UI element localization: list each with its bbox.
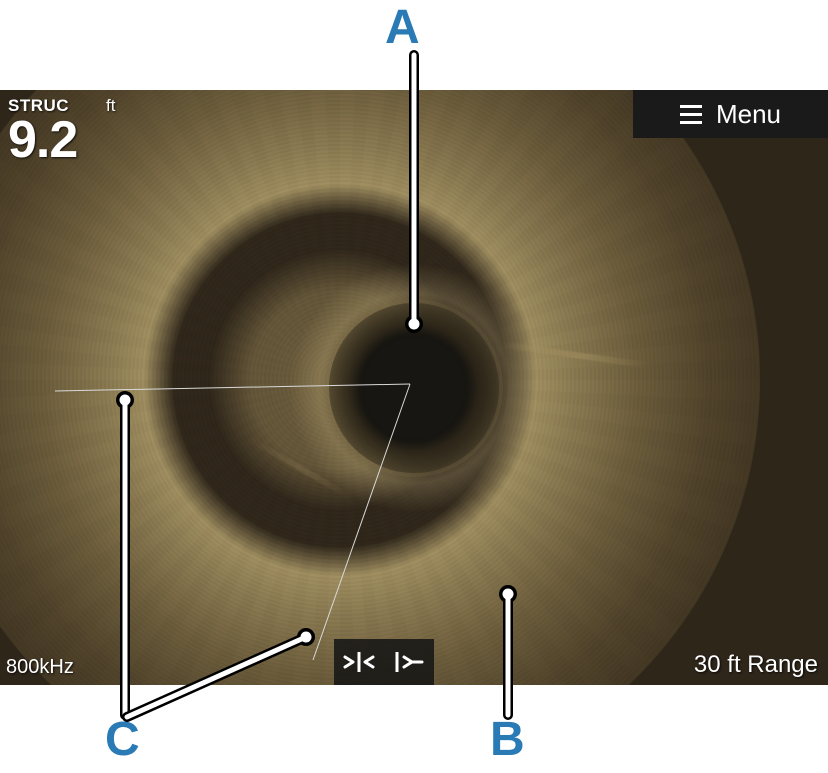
- menu-label: Menu: [716, 99, 781, 130]
- annotation-letter-c: C: [105, 716, 140, 764]
- depth-value: 9.2: [8, 110, 77, 170]
- frequency-label: 800kHz: [6, 656, 74, 679]
- sonar-water-column: [329, 303, 499, 473]
- annotation-letter-a: A: [385, 4, 420, 52]
- figure-stage: STRUC ft 9.2 30 ft Range 800kHz Menu: [0, 0, 828, 773]
- hamburger-icon: [680, 105, 702, 124]
- zoom-bar: [334, 639, 434, 685]
- depth-unit: ft: [106, 96, 115, 116]
- annotation-letter-b: B: [490, 716, 525, 764]
- range-label: 30 ft Range: [694, 651, 818, 679]
- zoom-in-icon[interactable]: [342, 648, 376, 676]
- menu-button[interactable]: Menu: [633, 90, 828, 138]
- sonar-display: STRUC ft 9.2 30 ft Range 800kHz Menu: [0, 90, 828, 685]
- zoom-out-icon[interactable]: [392, 648, 426, 676]
